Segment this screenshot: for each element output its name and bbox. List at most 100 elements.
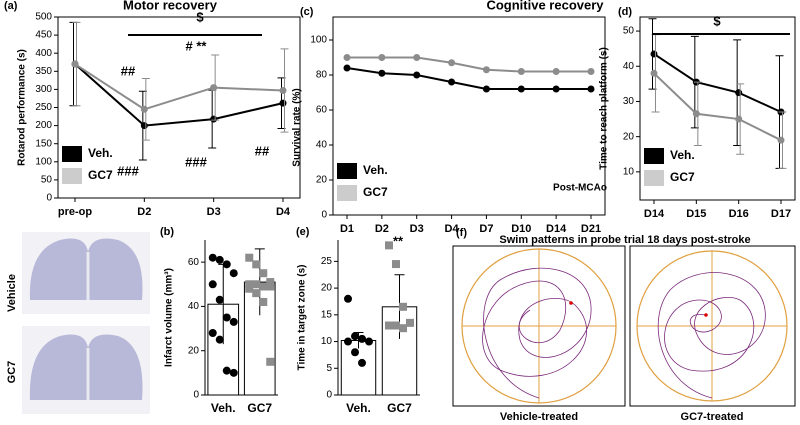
dot [252,280,261,289]
y-tick-label: 40 [623,61,635,72]
y-tick-label: 100 [35,156,52,167]
panel-label: (a) [4,0,18,12]
point [413,54,421,61]
dot [266,357,275,366]
y-axis-label: Time to reach platform (s) [599,47,610,170]
point [777,136,785,144]
point [448,78,456,86]
legend-label: Veh. [88,146,113,160]
point [279,86,287,94]
dot [215,255,224,264]
x-tick-label: pre-op [58,206,93,218]
line [653,53,782,113]
y-tick-label: 450 [35,30,52,41]
annotation: ### [117,163,139,178]
panel-label: (c) [300,6,314,18]
annotation: $ [713,13,721,28]
plot-frame [639,16,796,201]
swim-maps [452,245,796,407]
point [140,122,148,130]
y-tick-label: 150 [35,138,52,149]
dot [259,282,268,291]
y-axis-label: Rotarod performance (s) [17,49,28,166]
annotation: $ [196,9,204,24]
annotation: ** [393,233,404,248]
point [140,105,148,113]
legend-swatch [337,163,357,179]
dot [344,337,352,346]
y-tick-label: 20 [321,283,333,294]
dot [215,335,224,344]
point [378,54,386,61]
dot [406,318,414,327]
dot [344,294,352,303]
line [74,63,284,127]
dot [208,329,217,337]
legend-swatch [337,185,357,201]
dot [399,302,407,311]
line [74,63,284,111]
point [210,84,218,92]
y-axis-label: Survival rate (%) [292,88,303,166]
x-tick-label: D1 [340,223,354,235]
panel-label: (f) [456,227,467,239]
panel-label: (d) [618,6,632,18]
x-tick-label: D3 [207,206,221,218]
y-axis-label: Infarct volume (mm³) [164,268,175,367]
point [378,69,386,77]
x-tick-label: D4 [445,223,460,235]
dot [385,241,393,250]
dot [259,298,268,306]
dot [392,321,400,330]
y-tick-label: 80 [316,70,328,81]
x-tick-label: Veh. [346,401,371,415]
swim-label: Vehicle-treated [500,411,578,423]
dot [266,278,275,287]
x-tick-label: D14 [644,208,665,220]
dot [358,358,366,367]
y-tick-label: 250 [35,102,52,113]
y-tick-label: 30 [623,96,635,107]
legend-label: Veh. [670,148,695,162]
dot [245,253,254,262]
panel-label: (e) [296,226,310,238]
dot [222,366,231,375]
dot [252,260,261,269]
point [482,66,490,74]
x-tick-label: GC7 [387,401,412,415]
point [517,85,525,93]
dot [208,280,217,289]
point [735,115,743,123]
y-tick-label: 60 [188,257,200,268]
point [517,68,525,75]
point [279,99,287,107]
plot-frame [332,16,606,216]
point [650,69,658,77]
dot [215,295,224,304]
line [347,56,591,73]
point [692,110,700,118]
y-tick-label: 50 [41,175,53,186]
legend-label: Veh. [363,163,388,177]
annotation: ### [185,154,207,169]
point [71,60,79,68]
y-tick-label: 10 [321,336,333,347]
y-tick-label: 0 [321,210,327,221]
y-tick-label: 100 [310,35,327,46]
legend-swatch [62,146,82,162]
point [343,54,351,61]
legend-swatch [62,168,82,184]
y-tick-label: 0 [193,390,199,401]
point [448,59,456,67]
x-tick-label: D14 [546,223,567,235]
y-tick-label: 350 [35,66,52,77]
x-tick-label: D16 [729,208,749,220]
x-tick-label: GC7 [247,401,272,415]
point [552,85,560,93]
x-tick-label: D2 [375,223,389,235]
dot [229,317,238,326]
point [482,85,490,93]
y-tick-label: 25 [321,256,333,267]
dot [392,260,400,269]
y-tick-label: 400 [35,48,52,59]
